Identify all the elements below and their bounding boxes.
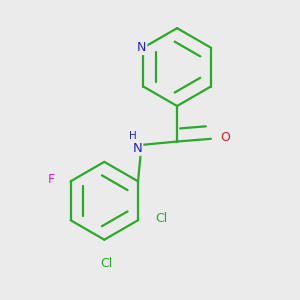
Text: F: F (48, 173, 56, 186)
Text: H: H (129, 131, 137, 142)
Text: O: O (220, 130, 230, 144)
Text: N: N (137, 41, 146, 54)
Text: Cl: Cl (100, 257, 112, 270)
Text: N: N (133, 142, 142, 155)
Text: Cl: Cl (155, 212, 167, 225)
